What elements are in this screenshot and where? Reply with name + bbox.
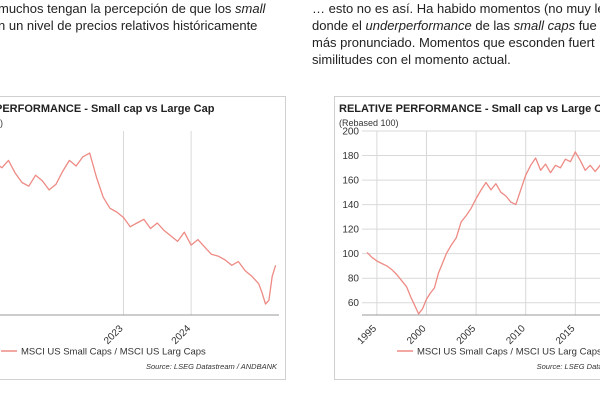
chart0-series-line-0 — [0, 152, 277, 305]
chart1-x-tick-label-2005: 2005 — [455, 323, 479, 347]
chart0-legend-label: MSCI US Small Caps / MSCI US Larg Caps — [21, 347, 206, 358]
right-caption-text-2c: de las — [471, 18, 514, 33]
right-caption-text-2d: small caps — [513, 18, 576, 33]
chart1-x-tick-label-2015: 2015 — [554, 323, 578, 347]
chart1-y-tick-label-60: 60 — [348, 298, 360, 309]
left-chart-panel: PERFORMANCE - Small cap vs Large Cap 0) … — [0, 96, 286, 380]
right-chart-subtitle: (Rebased 100) — [339, 118, 399, 128]
left-caption-line-2: n un nivel de precios relativos históric… — [0, 18, 258, 33]
right-caption-text-2a: donde el — [312, 18, 366, 33]
chart1-y-tick-label-100: 100 — [342, 249, 359, 260]
chart1-y-tick-label-140: 140 — [342, 200, 359, 211]
right-chart-svg: 60 80 100 120 140 160 180 200 1995 2000 2005 2010 20… — [342, 127, 600, 371]
chart1-source-note: Source: LSEG Datastre — [537, 362, 600, 371]
right-caption-line-2: donde el underperformance de las small c… — [312, 17, 600, 34]
chart1-x-tick-label-2000: 2000 — [405, 323, 429, 347]
chart1-y-tick-label-180: 180 — [342, 151, 359, 162]
right-caption-text-2b: underperformance — [365, 18, 472, 33]
chart0-source-note: Source: LSEG Datastream / ANDBANK — [146, 362, 278, 371]
right-caption-text-2e: fue — [575, 18, 597, 33]
right-caption: … esto no es así. Ha habido momentos (no… — [312, 0, 600, 68]
right-caption-line-4: similitudes con el momento actual. — [312, 52, 511, 67]
left-chart-title: PERFORMANCE - Small cap vs Large Cap — [0, 103, 215, 115]
left-caption: muchos tengan la percepción de que los s… — [0, 0, 265, 34]
chart1-y-tick-label-200: 200 — [342, 127, 359, 138]
right-caption-line-3: más pronunciado. Momentos que esconden f… — [312, 35, 595, 50]
right-chart-title: RELATIVE PERFORMANCE - Small cap vs Larg… — [339, 103, 600, 115]
right-chart-panel: RELATIVE PERFORMANCE - Small cap vs Larg… — [334, 96, 600, 380]
left-chart-subtitle: 0) — [0, 118, 4, 128]
left-caption-text-1a: muchos tengan la percepción de que los — [0, 1, 236, 16]
chart1-y-tick-label-80: 80 — [348, 274, 360, 285]
chart0-x-tick-label-2023: 2023 — [102, 323, 126, 347]
chart1-series-line-0 — [366, 151, 600, 315]
chart1-y-tick-label-120: 120 — [342, 225, 359, 236]
chart1-x-tick-label-2010: 2010 — [504, 323, 528, 347]
left-caption-text-1b: small — [235, 1, 266, 16]
chart1-legend-label: MSCI US Small Caps / MSCI US Larg Caps — [417, 347, 600, 358]
chart0-x-tick-label-2024: 2024 — [170, 323, 194, 347]
chart1-x-tick-label-1995: 1995 — [355, 323, 379, 347]
left-caption-line-1: muchos tengan la percepción de que los s… — [0, 0, 265, 17]
right-caption-line-1: … esto no es así. Ha habido momentos (no… — [312, 1, 600, 16]
chart1-y-tick-label-160: 160 — [342, 176, 359, 187]
